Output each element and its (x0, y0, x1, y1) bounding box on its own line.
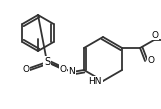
Text: S: S (44, 57, 50, 67)
Text: N: N (69, 66, 75, 76)
Text: O: O (60, 65, 66, 73)
Text: O: O (152, 31, 159, 39)
Text: HN: HN (88, 77, 102, 85)
Text: O: O (23, 65, 29, 73)
Text: O: O (147, 56, 155, 66)
